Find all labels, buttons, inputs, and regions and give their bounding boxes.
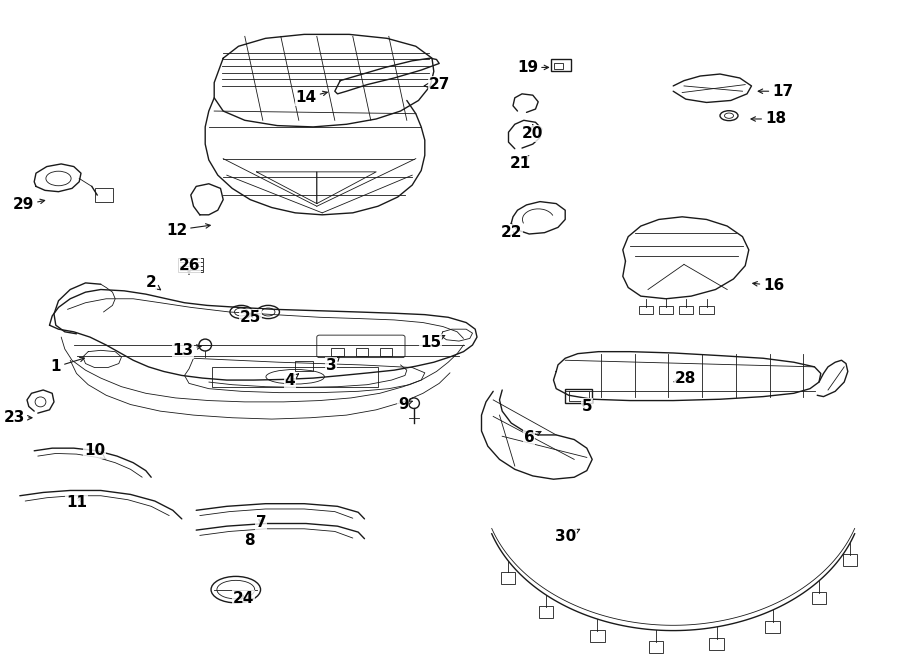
Bar [356, 348, 368, 356]
Text: 27: 27 [424, 77, 450, 92]
Text: 7: 7 [256, 515, 266, 529]
Text: 23: 23 [4, 410, 32, 425]
Bar [94, 188, 112, 202]
Text: 11: 11 [66, 495, 87, 510]
Bar [709, 638, 724, 650]
Bar [649, 641, 663, 653]
Text: 19: 19 [518, 60, 549, 75]
Text: 25: 25 [239, 310, 261, 325]
Bar [569, 391, 589, 401]
Text: 28: 28 [674, 371, 697, 385]
Text: 3: 3 [326, 356, 339, 373]
Bar [639, 306, 653, 314]
Bar [178, 258, 203, 272]
Text: 6: 6 [524, 430, 541, 445]
Text: 5: 5 [580, 399, 592, 414]
Text: 20: 20 [522, 125, 544, 141]
Bar [679, 306, 693, 314]
Text: 30: 30 [554, 529, 580, 544]
Bar [843, 554, 858, 566]
Bar [500, 572, 515, 584]
Text: 12: 12 [166, 223, 211, 237]
Text: 4: 4 [284, 373, 299, 388]
Text: 17: 17 [758, 84, 793, 98]
Bar [766, 621, 780, 633]
Text: 16: 16 [752, 278, 785, 293]
Bar [554, 63, 562, 69]
Text: 10: 10 [84, 444, 106, 459]
Text: 14: 14 [296, 91, 328, 105]
Bar [565, 389, 592, 403]
Text: 13: 13 [173, 343, 202, 358]
Text: 24: 24 [232, 591, 254, 605]
Bar [212, 367, 378, 387]
Bar [331, 348, 344, 356]
Text: 21: 21 [509, 155, 531, 171]
Bar [539, 606, 554, 618]
Text: 26: 26 [178, 258, 200, 274]
Text: 22: 22 [500, 225, 522, 240]
Text: 18: 18 [751, 112, 786, 126]
Bar [590, 631, 605, 642]
Bar [812, 592, 826, 604]
Bar [295, 361, 313, 371]
Bar [699, 306, 714, 314]
Text: 9: 9 [398, 397, 412, 412]
Text: 29: 29 [13, 198, 45, 212]
Bar [380, 348, 392, 356]
Text: 1: 1 [50, 358, 85, 374]
Bar [659, 306, 673, 314]
Text: 15: 15 [420, 335, 445, 350]
Bar [551, 59, 571, 71]
Text: 8: 8 [244, 533, 255, 548]
Text: 2: 2 [146, 276, 160, 290]
